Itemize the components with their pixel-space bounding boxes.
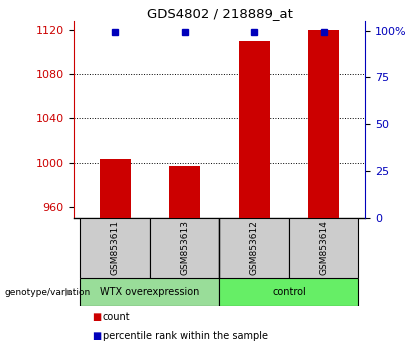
Bar xyxy=(308,30,339,218)
Bar xyxy=(81,278,219,306)
Text: GSM853614: GSM853614 xyxy=(319,220,328,275)
Bar xyxy=(81,218,150,278)
Text: control: control xyxy=(272,287,306,297)
Bar xyxy=(219,278,358,306)
Bar xyxy=(239,41,270,218)
Bar xyxy=(100,159,131,218)
Text: genotype/variation: genotype/variation xyxy=(4,287,90,297)
Text: WTX overexpression: WTX overexpression xyxy=(100,287,200,297)
Bar xyxy=(169,166,200,218)
Title: GDS4802 / 218889_at: GDS4802 / 218889_at xyxy=(147,7,292,20)
Text: ■: ■ xyxy=(92,331,102,341)
Text: GSM853611: GSM853611 xyxy=(111,220,120,275)
Text: GSM853613: GSM853613 xyxy=(180,220,189,275)
Text: ■: ■ xyxy=(92,312,102,322)
Bar xyxy=(219,218,289,278)
Text: percentile rank within the sample: percentile rank within the sample xyxy=(103,331,268,341)
Text: count: count xyxy=(103,312,131,322)
Bar xyxy=(150,218,220,278)
Bar xyxy=(289,218,358,278)
Text: ▶: ▶ xyxy=(65,287,73,297)
Text: GSM853612: GSM853612 xyxy=(250,220,259,275)
